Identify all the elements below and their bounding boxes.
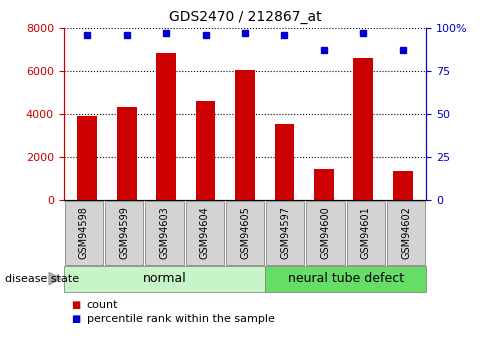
Title: GDS2470 / 212867_at: GDS2470 / 212867_at [169,10,321,24]
Text: disease state: disease state [5,274,79,284]
Text: GSM94600: GSM94600 [320,207,331,259]
Text: percentile rank within the sample: percentile rank within the sample [87,314,274,324]
Text: count: count [87,300,118,310]
Bar [274,124,294,200]
Text: GSM94598: GSM94598 [79,206,89,259]
Bar [77,116,97,200]
Text: ■: ■ [72,314,80,324]
Bar [117,107,137,200]
Bar [156,53,176,200]
Text: ■: ■ [72,300,80,310]
Bar [196,101,216,200]
Text: neural tube defect: neural tube defect [288,272,404,285]
Text: GSM94597: GSM94597 [280,206,290,259]
Text: normal: normal [143,272,186,285]
Text: GSM94603: GSM94603 [159,207,170,259]
Text: GSM94604: GSM94604 [200,207,210,259]
Bar [353,58,373,200]
Bar [393,171,413,200]
Bar [235,70,255,200]
Text: GSM94599: GSM94599 [119,206,129,259]
Bar [314,169,334,200]
Text: GSM94601: GSM94601 [361,207,371,259]
Text: GSM94602: GSM94602 [401,206,411,259]
Text: GSM94605: GSM94605 [240,206,250,259]
